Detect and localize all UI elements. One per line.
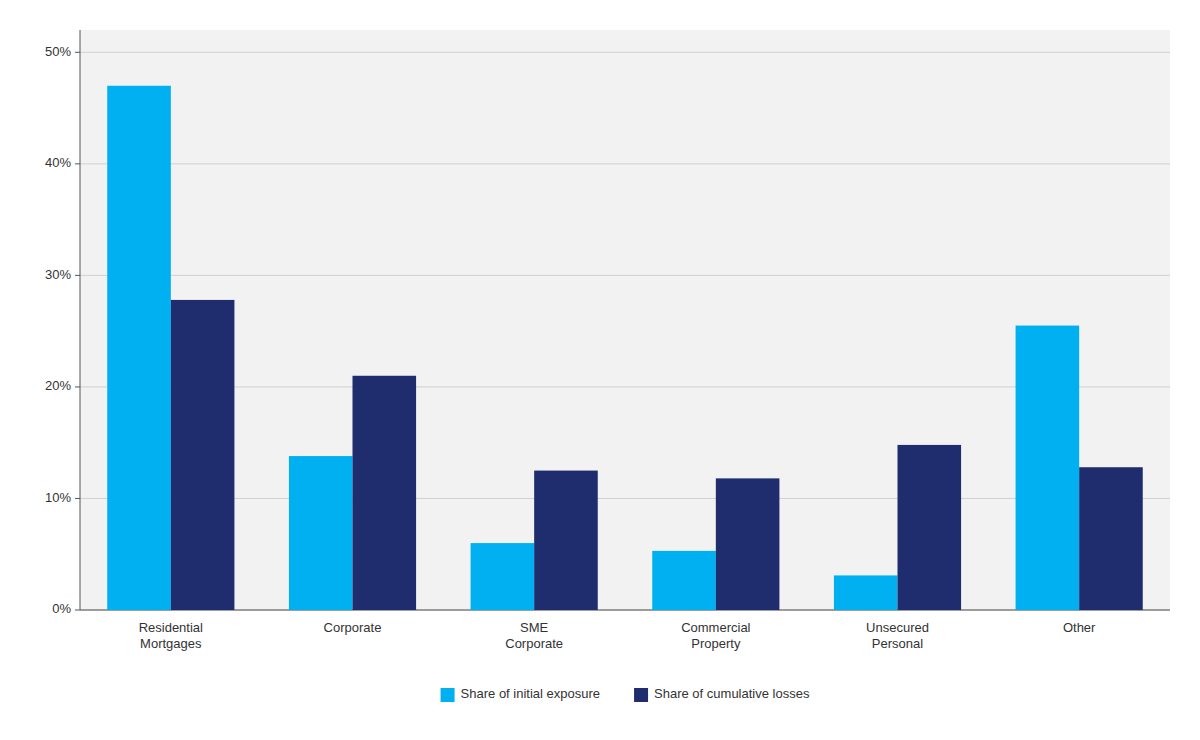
tick-mark <box>75 386 80 387</box>
plot-background <box>80 30 1170 610</box>
bar <box>652 551 716 610</box>
tick-mark <box>75 275 80 276</box>
x-axis-line <box>80 610 1170 611</box>
tick-mark <box>75 52 80 53</box>
tick-label: SMECorporate <box>505 620 563 651</box>
tick-label: 40% <box>45 155 71 170</box>
tick-label-line: Personal <box>872 636 923 651</box>
tick-label: ResidentialMortgages <box>139 620 203 651</box>
tick-label-line: Commercial <box>681 620 750 635</box>
tick-label: 30% <box>45 267 71 282</box>
bar <box>534 471 598 610</box>
tick-label: Other <box>1063 620 1096 635</box>
tick-label-line: Property <box>691 636 741 651</box>
grid-line <box>80 275 1170 276</box>
bar <box>471 543 535 610</box>
bar <box>353 376 417 610</box>
tick-mark <box>75 163 80 164</box>
bar <box>171 300 235 610</box>
legend-label: Share of cumulative losses <box>654 686 810 701</box>
tick-label: CommercialProperty <box>681 620 750 651</box>
chart-container: 0% 10% 20% 30% 40% 50% ResidentialMortgages Cor… <box>0 0 1200 740</box>
grid-line <box>80 386 1170 387</box>
y-axis: 0% 10% 20% 30% 40% 50% <box>45 30 1170 616</box>
bar <box>107 86 171 610</box>
tick-label-line: Corporate <box>324 620 382 635</box>
bar <box>289 456 353 610</box>
bar <box>1016 326 1080 610</box>
tick-label-line: Mortgages <box>140 636 202 651</box>
tick-label-line: Other <box>1063 620 1096 635</box>
grid-line <box>80 52 1170 53</box>
x-axis: ResidentialMortgagesCorporateSMECorporat… <box>139 620 1096 651</box>
tick-label-line: Residential <box>139 620 203 635</box>
grid-line <box>80 163 1170 164</box>
tick-label: 20% <box>45 378 71 393</box>
legend-item: Share of initial exposure <box>441 686 600 702</box>
bar <box>898 445 962 610</box>
bars <box>107 86 1143 610</box>
tick-label-line: Unsecured <box>866 620 929 635</box>
tick-label-line: SME <box>520 620 549 635</box>
grid <box>80 52 1170 610</box>
legend-label: Share of initial exposure <box>461 686 600 701</box>
tick-label: 50% <box>45 44 71 59</box>
legend-swatch <box>441 688 455 702</box>
legend-item: Share of cumulative losses <box>634 686 810 702</box>
tick-label-line: Corporate <box>505 636 563 651</box>
bar <box>1079 467 1143 610</box>
grid-line <box>80 610 1170 611</box>
bar <box>716 478 780 610</box>
chart: 0% 10% 20% 30% 40% 50% ResidentialMortgages Cor… <box>0 0 1200 740</box>
legend: Share of initial exposure Share of cumula… <box>441 686 810 702</box>
tick-label: UnsecuredPersonal <box>866 620 929 651</box>
legend-swatch <box>634 688 648 702</box>
tick-label: 10% <box>45 490 71 505</box>
page: {"chart_data": { "type": "bar", "categor… <box>0 0 1200 740</box>
grid-line <box>80 498 1170 499</box>
y-axis-line <box>80 30 81 610</box>
tick-mark <box>75 610 80 611</box>
tick-label: Corporate <box>324 620 382 635</box>
tick-label: 0% <box>52 601 71 616</box>
tick-mark <box>75 498 80 499</box>
bar <box>834 575 898 610</box>
